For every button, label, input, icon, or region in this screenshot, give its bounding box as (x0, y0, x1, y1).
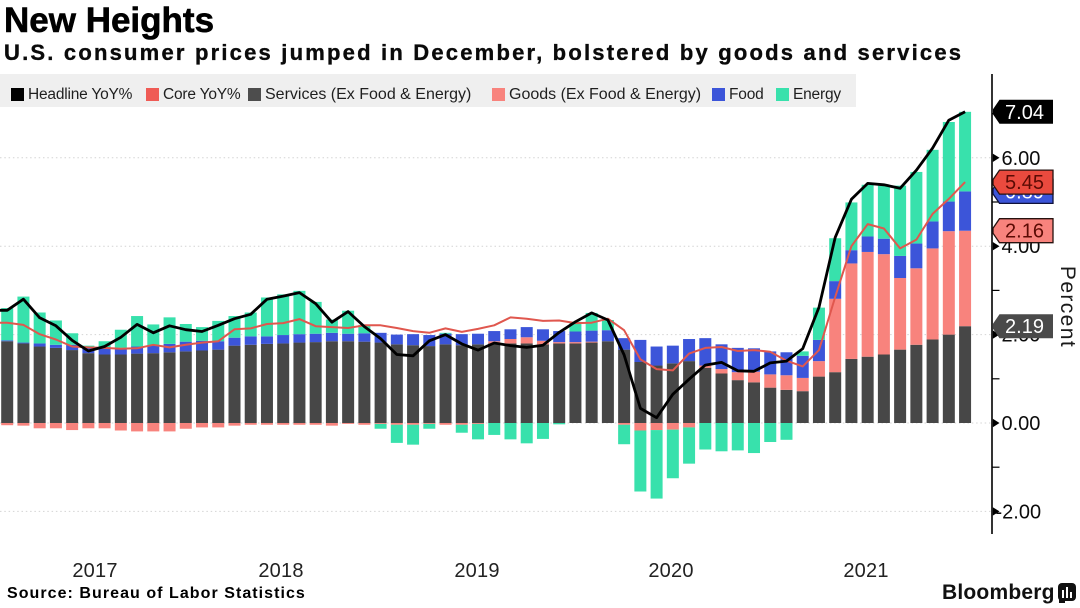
svg-text:2.19: 2.19 (1005, 316, 1044, 338)
svg-text:2017: 2017 (72, 560, 117, 582)
svg-text:7.04: 7.04 (1005, 102, 1044, 124)
svg-text:0.00: 0.00 (1002, 413, 1041, 435)
svg-text:2019: 2019 (454, 560, 499, 582)
svg-text:2.16: 2.16 (1005, 221, 1044, 243)
svg-text:Percent: Percent (1056, 266, 1079, 348)
svg-text:2021: 2021 (843, 560, 888, 582)
svg-text:5.45: 5.45 (1005, 172, 1044, 194)
svg-text:2020: 2020 (648, 560, 693, 582)
svg-text:-2.00: -2.00 (996, 501, 1042, 523)
svg-text:2018: 2018 (258, 560, 303, 582)
svg-text:6.00: 6.00 (1002, 148, 1041, 170)
